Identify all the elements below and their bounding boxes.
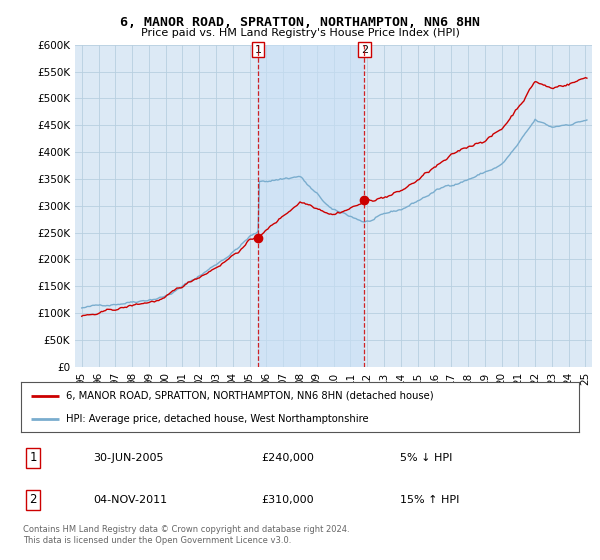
- Text: £310,000: £310,000: [261, 495, 314, 505]
- Text: Contains HM Land Registry data © Crown copyright and database right 2024.
This d: Contains HM Land Registry data © Crown c…: [23, 525, 349, 545]
- Text: HPI: Average price, detached house, West Northamptonshire: HPI: Average price, detached house, West…: [65, 414, 368, 424]
- Text: 1: 1: [29, 451, 37, 464]
- Bar: [258, 45, 364, 367]
- Text: £240,000: £240,000: [261, 453, 314, 463]
- Text: 2: 2: [29, 493, 37, 506]
- Text: 5% ↓ HPI: 5% ↓ HPI: [400, 453, 453, 463]
- Text: Price paid vs. HM Land Registry's House Price Index (HPI): Price paid vs. HM Land Registry's House …: [140, 28, 460, 38]
- Text: 04-NOV-2011: 04-NOV-2011: [94, 495, 167, 505]
- Text: 2: 2: [361, 45, 368, 55]
- Text: 6, MANOR ROAD, SPRATTON, NORTHAMPTON, NN6 8HN (detached house): 6, MANOR ROAD, SPRATTON, NORTHAMPTON, NN…: [65, 390, 433, 400]
- Text: 6, MANOR ROAD, SPRATTON, NORTHAMPTON, NN6 8HN: 6, MANOR ROAD, SPRATTON, NORTHAMPTON, NN…: [120, 16, 480, 29]
- Text: 30-JUN-2005: 30-JUN-2005: [94, 453, 164, 463]
- Text: 15% ↑ HPI: 15% ↑ HPI: [400, 495, 460, 505]
- Text: 1: 1: [254, 45, 262, 55]
